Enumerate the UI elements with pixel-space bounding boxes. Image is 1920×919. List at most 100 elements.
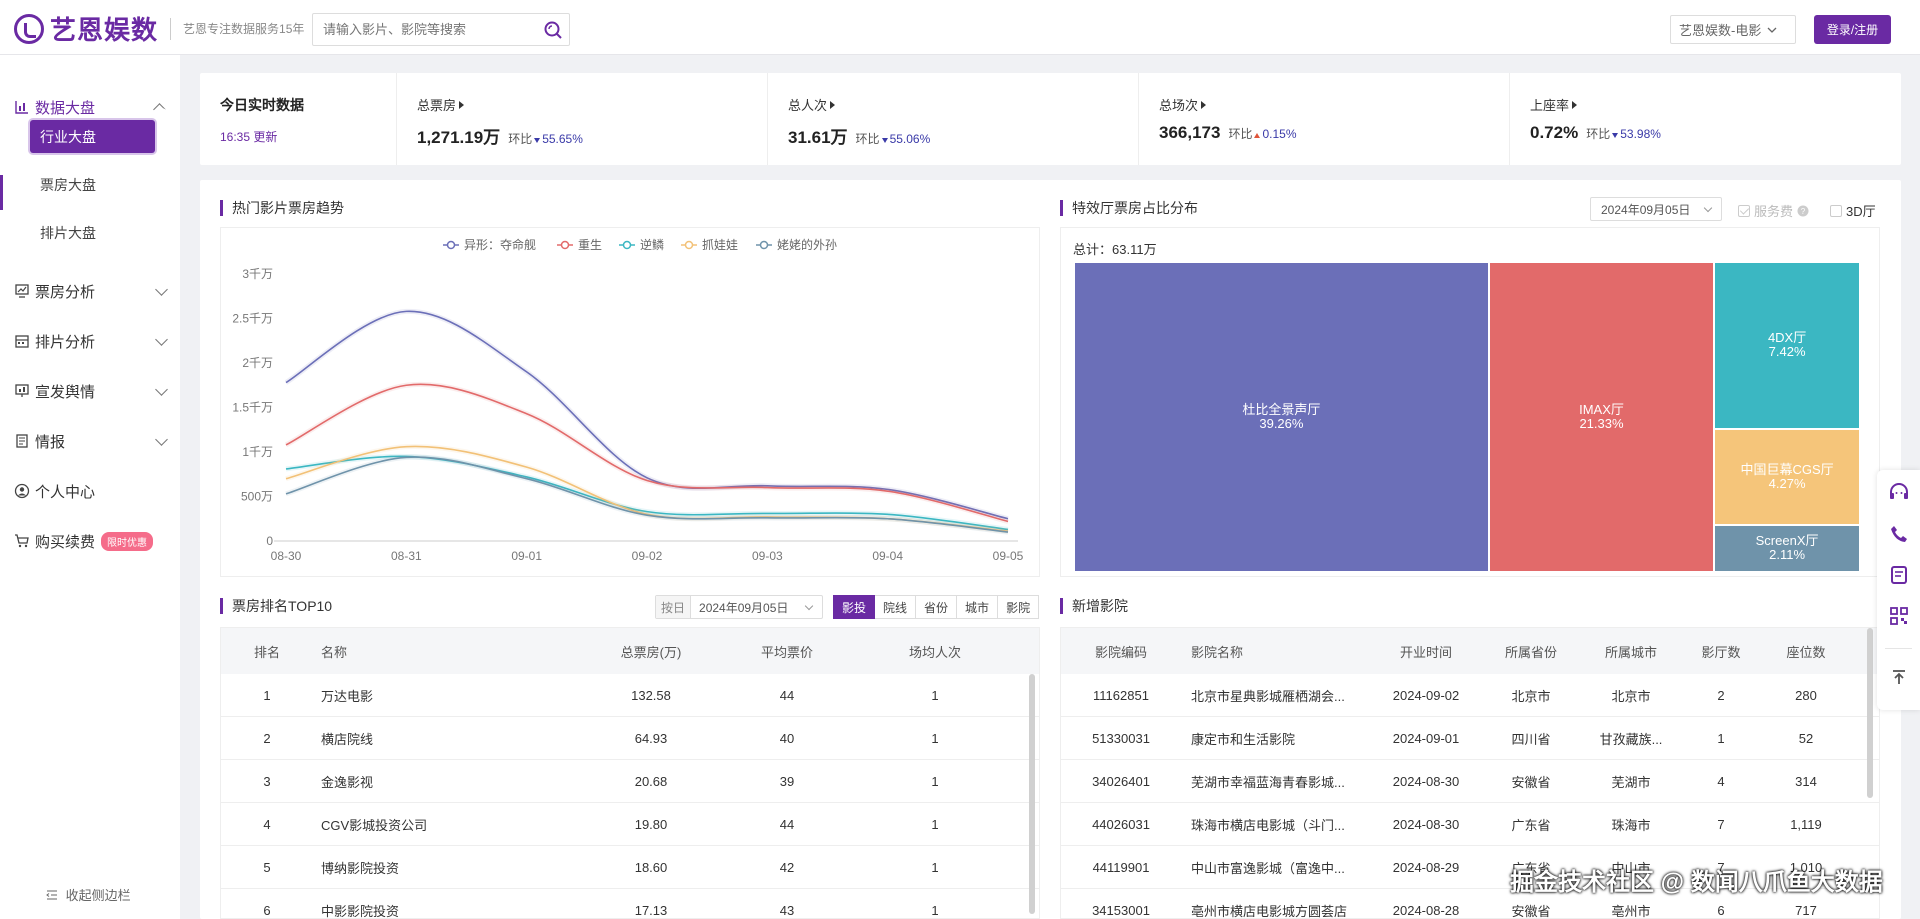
table-cell: 2024-08-29 bbox=[1392, 859, 1460, 875]
new-cinemas-scrollbar[interactable] bbox=[1867, 628, 1873, 798]
table-cell: 芜湖市 bbox=[1611, 774, 1651, 790]
treemap-block[interactable]: ScreenX厅 2.11% bbox=[1714, 524, 1860, 572]
product-select[interactable]: 艺恩娱数-电影 bbox=[1670, 15, 1796, 44]
table-header: 影院编码 影院名称 开业时间 所属省份 所属城市 影厅数 座位数 bbox=[1061, 628, 1879, 674]
nav-group-publicity[interactable]: 宣发舆情 bbox=[0, 371, 180, 411]
table-cell: 中影影院投资 bbox=[321, 903, 400, 919]
y-tick-label: 2.5千万 bbox=[232, 312, 273, 326]
search-box bbox=[312, 13, 570, 46]
legend-item[interactable]: 抓娃娃 bbox=[681, 238, 738, 252]
table-row[interactable]: 4 CGV影城投资公司 19.80 44 1 bbox=[221, 803, 1039, 846]
caret-right-icon bbox=[830, 100, 836, 109]
treemap-block[interactable]: 4DX厅 7.42% bbox=[1714, 262, 1860, 429]
series-line-1[interactable] bbox=[285, 383, 1009, 523]
series-line-0[interactable] bbox=[285, 310, 1009, 520]
tab-cinema[interactable]: 影院 bbox=[998, 595, 1040, 619]
table-row[interactable]: 34026401 芜湖市幸福蓝海青春影城... 2024-08-30 安徽省 芜湖市 4 3… bbox=[1061, 760, 1879, 803]
table-cell: 7 bbox=[1717, 859, 1725, 875]
ranking-date-picker[interactable]: 按日 2024年09月05日 bbox=[655, 595, 823, 619]
table-row[interactable]: 3 金逸影视 20.68 39 1 bbox=[221, 760, 1039, 803]
column-header: 总票房(万) bbox=[620, 644, 682, 660]
series-line-4[interactable] bbox=[285, 456, 1009, 533]
legend-item[interactable]: 逆鳞 bbox=[619, 237, 664, 252]
series-line-2[interactable] bbox=[285, 455, 1009, 531]
nav-group-schedule-analysis[interactable]: 排片分析 bbox=[0, 321, 180, 361]
table-row[interactable]: 1 万达电影 132.58 44 1 bbox=[221, 674, 1039, 717]
realtime-data-card: 今日实时数据 16:35 更新 总票房 1,271.19万 环比 55.65% 总人… bbox=[200, 73, 1901, 165]
nav-item-schedule-overview[interactable]: 排片大盘 bbox=[40, 224, 96, 241]
metric-total-boxoffice[interactable]: 总票房 1,271.19万 环比 55.65% bbox=[396, 73, 767, 165]
logo-divider bbox=[170, 17, 172, 40]
legend-item[interactable]: 异形：夺命舰 bbox=[443, 237, 536, 252]
trend-up-icon bbox=[1254, 133, 1261, 138]
back-to-top-icon[interactable] bbox=[1886, 664, 1912, 690]
table-cell: 康定市和生活影院 bbox=[1191, 731, 1296, 747]
search-input[interactable] bbox=[313, 22, 537, 37]
login-register-button[interactable]: 登录/注册 bbox=[1814, 15, 1891, 44]
headset-icon[interactable] bbox=[1886, 480, 1912, 506]
metric-label: 总票房 bbox=[417, 98, 457, 113]
block-name: IMAX厅 bbox=[1579, 402, 1624, 417]
new-cinemas-title: 新增影院 bbox=[1060, 598, 1128, 614]
collapse-sidebar-button[interactable]: 收起侧边栏 bbox=[46, 885, 131, 904]
table-cell: 44026031 bbox=[1092, 816, 1150, 832]
top-bar: 艺恩娱数 艺恩专注数据服务15年 艺恩娱数-电影 登录/注册 bbox=[0, 0, 1920, 55]
table-row[interactable]: 44026031 珠海市横店电影城（斗门... 2024-08-30 广东省 珠海市 7 1… bbox=[1061, 803, 1879, 846]
table-cell: 1 bbox=[1717, 730, 1725, 746]
tab-province[interactable]: 省份 bbox=[916, 595, 958, 619]
tab-city[interactable]: 城市 bbox=[957, 595, 999, 619]
nav-group-label: 购买续费 bbox=[35, 533, 96, 551]
tab-circuit[interactable]: 院线 bbox=[875, 595, 917, 619]
ranking-scrollbar[interactable] bbox=[1029, 674, 1035, 914]
feedback-icon[interactable] bbox=[1886, 562, 1912, 588]
special-halls-date-picker[interactable]: 2024年09月05日 bbox=[1590, 197, 1722, 221]
toolbar-divider bbox=[1885, 648, 1912, 649]
table-cell: 芜湖市幸福蓝海青春影城... bbox=[1191, 774, 1345, 790]
ranking-title: 票房排名TOP10 bbox=[220, 598, 332, 614]
x-tick-label: 08-31 bbox=[391, 549, 422, 563]
table-row[interactable]: 44119901 中山市富逸影城（富逸中... 2024-08-29 广东省 中山市 7 1… bbox=[1061, 846, 1879, 889]
column-header: 场均人次 bbox=[908, 644, 961, 660]
nav-item-industry-overview[interactable]: 行业大盘 bbox=[30, 120, 155, 153]
treemap-block[interactable]: 中国巨幕CGS厅 4.27% bbox=[1714, 428, 1860, 525]
tab-investor[interactable]: 影投 bbox=[833, 595, 876, 619]
svg-text:?: ? bbox=[1801, 207, 1806, 216]
column-header: 排名 bbox=[253, 644, 280, 660]
chevron-down-icon bbox=[155, 433, 168, 446]
series-shadow bbox=[284, 381, 1009, 524]
table-row[interactable]: 2 横店院线 64.93 40 1 bbox=[221, 717, 1039, 760]
table-row[interactable]: 6 中影影院投资 17.13 43 1 bbox=[221, 889, 1039, 919]
treemap-total: 总计：63.11万 bbox=[1073, 242, 1157, 257]
logo[interactable]: 艺恩娱数 艺恩专注数据服务15年 bbox=[14, 10, 304, 47]
qrcode-icon[interactable] bbox=[1886, 603, 1912, 629]
promo-badge: 限时优惠 bbox=[101, 531, 154, 551]
nav-group-data-overview[interactable]: 数据大盘 bbox=[0, 87, 180, 127]
search-icon[interactable] bbox=[537, 14, 569, 45]
metric-total-shows[interactable]: 总场次 366,173 环比 0.15% bbox=[1138, 73, 1509, 165]
active-indicator bbox=[0, 175, 3, 210]
bar-chart-icon bbox=[15, 101, 28, 114]
service-fee-checkbox[interactable]: 服务费 ? bbox=[1738, 201, 1809, 220]
nav-item-boxoffice-overview[interactable]: 票房大盘 bbox=[40, 176, 96, 193]
help-icon: ? bbox=[1797, 205, 1809, 216]
series-shadow bbox=[284, 308, 1009, 522]
phone-icon[interactable] bbox=[1886, 521, 1912, 547]
table-row[interactable]: 11162851 北京市星典影城雁栖湖会... 2024-09-02 北京市 北京市 2 2… bbox=[1061, 674, 1879, 717]
main-content-card: 热门影片票房趋势 0 500万 1千万 1.5千万 2千万 2.5千万 3千万 08-30 08… bbox=[200, 180, 1901, 919]
treemap-block[interactable]: 杜比全景声厅 39.26% bbox=[1074, 262, 1489, 572]
nav-group-boxoffice-analysis[interactable]: 票房分析 bbox=[0, 271, 180, 311]
treemap-block[interactable]: IMAX厅 21.33% bbox=[1488, 262, 1715, 572]
table-row[interactable]: 34153001 亳州市横店电影城方圆荟店 2024-08-28 安徽省 亳州市 6 717 bbox=[1061, 889, 1879, 919]
nav-item-purchase[interactable]: 购买续费 限时优惠 bbox=[0, 521, 180, 561]
table-row[interactable]: 5 博纳影院投资 18.60 42 1 bbox=[221, 846, 1039, 889]
metric-occupancy[interactable]: 上座率 0.72% 环比 53.98% bbox=[1509, 73, 1901, 165]
table-cell: 34026401 bbox=[1092, 773, 1150, 789]
hall-3d-checkbox[interactable]: 3D厅 bbox=[1830, 201, 1876, 220]
legend-item[interactable]: 姥姥的外孙 bbox=[756, 237, 837, 252]
legend-item[interactable]: 重生 bbox=[557, 238, 602, 252]
table-row[interactable]: 51330031 康定市和生活影院 2024-09-01 四川省 甘孜藏族... 1 52 bbox=[1061, 717, 1879, 760]
nav-group-intelligence[interactable]: 情报 bbox=[0, 421, 180, 461]
table-cell: 18.60 bbox=[634, 859, 668, 875]
metric-total-admissions[interactable]: 总人次 31.61万 环比 55.06% bbox=[767, 73, 1138, 165]
nav-item-personal-center[interactable]: 个人中心 bbox=[0, 471, 180, 511]
